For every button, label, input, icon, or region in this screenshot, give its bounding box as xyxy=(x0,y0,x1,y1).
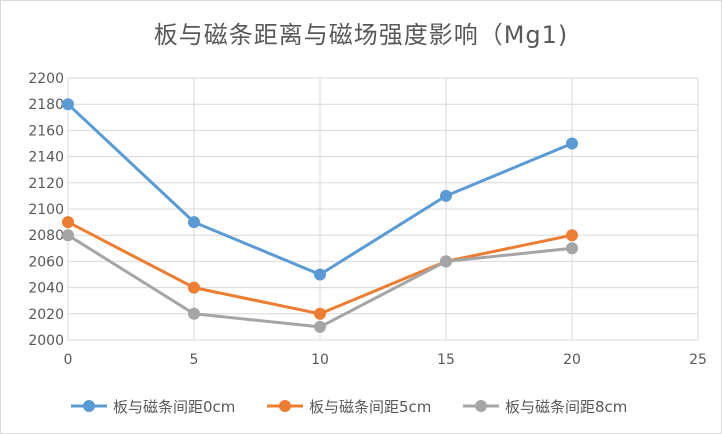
x-tick-label: 5 xyxy=(190,352,199,368)
data-point xyxy=(566,137,578,150)
legend-marker xyxy=(83,400,95,412)
y-tick-label: 2140 xyxy=(28,150,64,166)
data-point xyxy=(188,307,200,320)
x-tick-label: 10 xyxy=(311,352,329,368)
data-point xyxy=(314,307,326,320)
y-tick-label: 2100 xyxy=(28,202,64,218)
legend-label: 板与磁条间距5cm xyxy=(309,398,431,416)
y-tick-label: 2060 xyxy=(28,254,64,270)
data-point xyxy=(314,320,326,333)
x-tick-label: 20 xyxy=(563,352,581,368)
data-point xyxy=(440,189,452,202)
y-tick-label: 2180 xyxy=(28,97,64,113)
data-point xyxy=(62,98,74,111)
y-tick-label: 2200 xyxy=(28,71,64,87)
legend-marker xyxy=(475,400,487,412)
data-point xyxy=(566,242,578,255)
data-point xyxy=(188,216,200,229)
y-tick-label: 2120 xyxy=(28,176,64,192)
legend-marker xyxy=(279,400,291,412)
y-tick-label: 2080 xyxy=(28,228,64,244)
x-tick-label: 25 xyxy=(689,352,707,368)
data-point xyxy=(314,268,326,281)
x-tick-label: 0 xyxy=(64,352,73,368)
y-tick-label: 2020 xyxy=(28,307,64,323)
chart-title: 板与磁条距离与磁场强度影响（Mg1) xyxy=(153,21,569,49)
x-tick-label: 15 xyxy=(437,352,455,368)
y-tick-label: 2160 xyxy=(28,123,64,139)
data-point xyxy=(566,229,578,242)
data-point xyxy=(188,281,200,294)
legend-label: 板与磁条间距0cm xyxy=(113,398,235,416)
data-point xyxy=(440,255,452,268)
y-tick-label: 2040 xyxy=(28,281,64,297)
y-tick-label: 2000 xyxy=(28,333,64,349)
data-point xyxy=(62,229,74,242)
data-point xyxy=(62,216,74,229)
legend-label: 板与磁条间距8cm xyxy=(505,398,627,416)
